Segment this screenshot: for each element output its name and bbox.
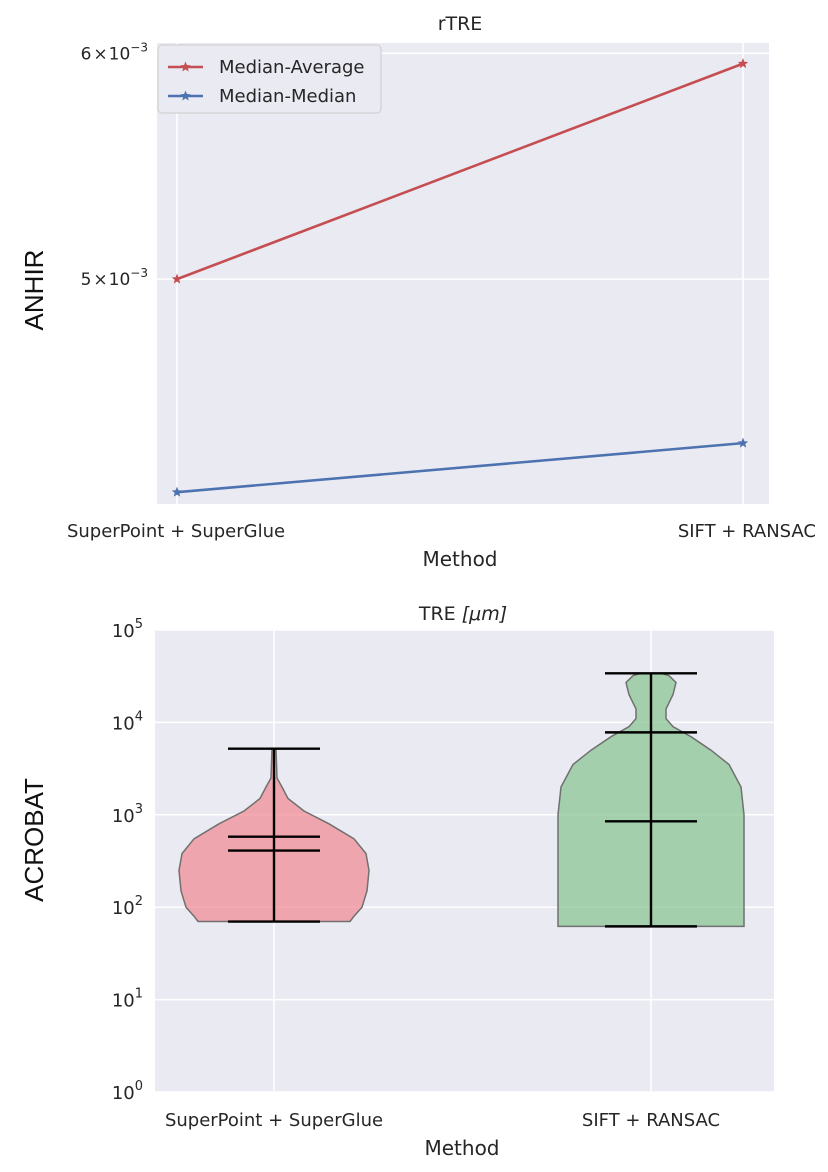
tre-y-tick-label: 105 — [112, 617, 143, 642]
legend-marker-star — [180, 61, 191, 72]
rtre-title: rTRE — [438, 13, 483, 35]
tre-y-tick-label: 103 — [112, 802, 143, 827]
rtre-plot-area — [157, 43, 769, 504]
rtre-chart: 5 ×10−3 6 ×10−3 SuperPoint + SuperGlue SIFT … — [19, 13, 816, 571]
tre-title: TRE [μm] — [418, 603, 507, 625]
rtre-y-tick-label: 5 ×10−3 — [81, 266, 148, 290]
rtre-y-axis-label: ANHIR — [19, 250, 49, 331]
data-point-star — [737, 437, 749, 448]
tre-y-tick-label: 104 — [112, 709, 143, 734]
legend-marker-star — [180, 90, 191, 101]
tre-x-axis-label: Method — [424, 1136, 499, 1160]
tre-y-tick-label: 100 — [112, 1079, 143, 1104]
tre-x-tick-label: SIFT + RANSAC — [582, 1110, 720, 1131]
rtre-x-tick-label: SIFT + RANSAC — [678, 521, 816, 542]
legend-box — [157, 44, 382, 114]
tre-x-ticks: SuperPoint + SuperGlue SIFT + RANSAC — [165, 1110, 720, 1131]
data-point-star — [171, 273, 183, 284]
rtre-legend: Median-Average Median-Median — [157, 44, 382, 114]
tre-y-ticks: 100 101 102 103 104 105 — [112, 617, 143, 1104]
legend-label: Median-Average — [219, 57, 365, 78]
tre-chart: 100 101 102 103 104 105 SuperPoint + SuperGlu… — [19, 603, 774, 1160]
tre-x-tick-label: SuperPoint + SuperGlue — [165, 1110, 383, 1131]
tre-violins — [178, 672, 745, 928]
data-point-star — [171, 486, 183, 497]
tre-y-axis-label: ACROBAT — [19, 778, 49, 902]
rtre-x-axis-label: Method — [422, 547, 497, 571]
rtre-series — [171, 58, 749, 497]
data-point-star — [737, 58, 749, 69]
rtre-x-tick-label: SuperPoint + SuperGlue — [67, 521, 285, 542]
legend-label: Median-Median — [219, 86, 356, 107]
series-line-median-average — [176, 62, 744, 281]
rtre-y-tick-label: 6 ×10−3 — [81, 40, 148, 64]
series-line-median-median — [176, 441, 744, 494]
rtre-y-ticks: 5 ×10−3 6 ×10−3 — [81, 40, 148, 290]
tre-y-tick-label: 101 — [112, 987, 143, 1012]
tre-y-tick-label: 102 — [112, 894, 143, 919]
rtre-x-ticks: SuperPoint + SuperGlue SIFT + RANSAC — [67, 521, 816, 542]
